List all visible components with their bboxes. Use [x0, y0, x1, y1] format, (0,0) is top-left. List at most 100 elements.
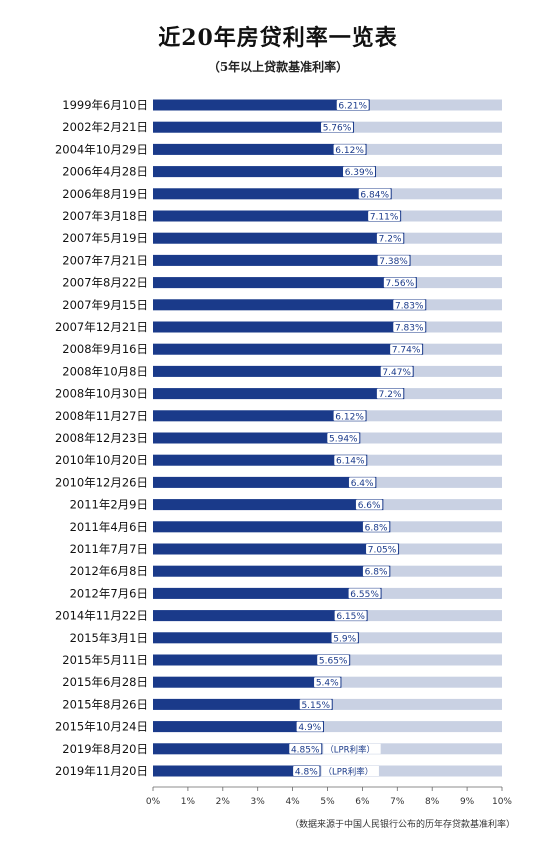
bar — [153, 454, 368, 466]
data-label: 5.94% — [329, 435, 358, 445]
bar — [153, 743, 323, 755]
bar — [153, 632, 359, 644]
annotation-box — [323, 743, 381, 754]
bar-track — [153, 721, 502, 733]
category-label: 2008年10月8日 — [62, 364, 148, 378]
data-label: 5.15% — [301, 701, 330, 711]
x-tick-label: 6% — [355, 797, 370, 807]
data-label: 7.2% — [379, 390, 402, 400]
bar — [153, 610, 368, 622]
data-label: 7.05% — [368, 546, 397, 556]
category-label: 2010年12月26日 — [55, 475, 148, 489]
category-label: 2014年11月22日 — [55, 609, 148, 623]
annotation-box — [321, 766, 379, 776]
category-label: 2006年4月28日 — [62, 165, 148, 179]
data-label-box — [289, 743, 322, 754]
category-label: 2012年6月8日 — [70, 564, 148, 578]
bar — [153, 476, 377, 488]
chart-subtitle: （5年以上贷款基准利率） — [207, 60, 349, 74]
data-label: 5.65% — [319, 657, 348, 667]
category-label: 2011年2月9日 — [70, 498, 148, 512]
data-label: 7.74% — [392, 346, 421, 356]
bar — [153, 321, 427, 333]
data-label: 4.85% — [291, 745, 320, 755]
data-label-box — [393, 322, 426, 332]
data-label-box — [317, 655, 350, 665]
category-label: 2007年9月15日 — [62, 298, 148, 312]
x-tick-label: 10% — [492, 797, 512, 807]
data-label: 6.14% — [336, 457, 365, 467]
category-label: 2015年10月24日 — [55, 720, 148, 734]
data-label-box — [331, 632, 358, 643]
data-label-box — [368, 211, 401, 221]
bar — [153, 232, 405, 244]
bar — [153, 676, 342, 688]
data-label-box — [334, 455, 367, 466]
data-label-box — [293, 766, 320, 776]
data-label-box — [327, 433, 360, 443]
category-label: 2019年8月20日 — [62, 742, 148, 756]
data-label: 7.83% — [395, 324, 424, 334]
bar — [153, 721, 325, 733]
data-label: 4.9% — [298, 723, 321, 733]
category-label: 2007年7月21日 — [62, 253, 148, 267]
category-label: 2008年10月30日 — [55, 387, 148, 401]
data-label-box — [336, 100, 369, 110]
bar — [153, 388, 405, 400]
data-label: 5.4% — [316, 679, 339, 689]
data-label-box — [334, 610, 367, 621]
data-label: 6.12% — [335, 412, 364, 422]
bar — [153, 365, 414, 377]
data-label-box — [314, 677, 341, 688]
data-label: 7.38% — [379, 257, 408, 267]
category-label: 2012年7月6日 — [70, 586, 148, 600]
data-label-box — [376, 233, 404, 244]
x-tick-label: 7% — [390, 797, 405, 807]
category-label: 2008年11月27日 — [55, 409, 148, 423]
data-label-box — [393, 299, 426, 310]
bar — [153, 121, 355, 133]
data-label-box — [348, 477, 376, 488]
x-tick-label: 0% — [146, 797, 161, 807]
annotation: （LPR利率） — [324, 767, 374, 778]
bar — [153, 188, 392, 200]
bar — [153, 410, 367, 422]
bar — [153, 521, 391, 533]
bar — [153, 499, 384, 511]
bar — [153, 343, 424, 355]
bar — [153, 565, 391, 577]
data-label-box — [321, 122, 354, 133]
category-label: 2008年12月23日 — [55, 431, 148, 445]
bar — [153, 698, 333, 710]
category-label: 2015年5月11日 — [62, 653, 148, 667]
bar — [153, 432, 361, 444]
x-tick-label: 3% — [251, 797, 266, 807]
data-label: 6.12% — [335, 146, 364, 156]
data-label: 6.8% — [365, 523, 388, 533]
data-label-box — [380, 366, 413, 377]
category-label: 2015年3月1日 — [70, 631, 148, 645]
data-label: 7.2% — [379, 235, 402, 245]
x-tick-label: 8% — [425, 797, 440, 807]
data-label-box — [333, 144, 366, 155]
data-label: 6.21% — [338, 102, 367, 112]
bar — [153, 765, 321, 777]
x-tick-label: 9% — [460, 797, 475, 807]
data-label: 7.83% — [395, 301, 424, 311]
data-label-box — [343, 166, 376, 177]
category-label: 2007年12月21日 — [55, 320, 148, 334]
data-label-box — [355, 499, 383, 510]
category-label: 2006年8月19日 — [62, 187, 148, 201]
bar — [153, 210, 402, 222]
category-label: 1999年6月10日 — [62, 98, 148, 112]
category-label: 2015年8月26日 — [62, 697, 148, 711]
data-label-box — [333, 410, 366, 421]
data-label-box — [377, 255, 410, 266]
category-label: 2004年10月29日 — [55, 142, 148, 156]
data-label: 4.8% — [295, 768, 318, 778]
category-label: 2007年3月18日 — [62, 209, 148, 223]
data-label-box — [383, 277, 416, 288]
data-label: 7.47% — [382, 368, 411, 378]
x-tick-label: 5% — [320, 797, 335, 807]
